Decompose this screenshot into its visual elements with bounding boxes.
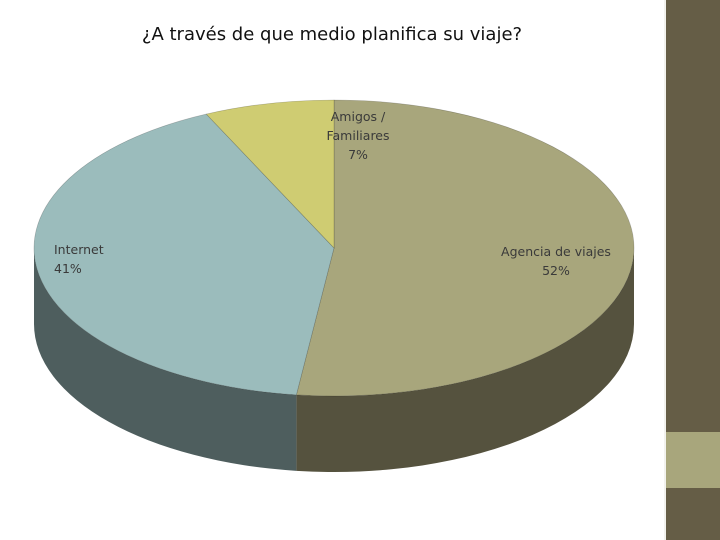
pie-side-internet [34,248,297,471]
pie-slice-agencia-de-viajes [296,99,635,397]
side-accent [666,432,720,488]
data-label-agencia-de-viajes: Agencia de viajes 52% [501,244,611,278]
data-label-amigos-familiares: Amigos / Familiares 7% [326,109,389,162]
pie-chart: Agencia de viajes 52% Internet 41% Amigos / F… [33,99,635,472]
data-label-internet: Internet 41% [54,242,104,276]
side-band-edge [664,0,666,540]
chart-title: ¿A través de que medio planifica su viaj… [141,24,523,45]
pie-slice-amigos-familiares [205,99,335,249]
pie-slice-internet [33,113,335,396]
pie-side-agencia-de-viajes [296,248,635,472]
